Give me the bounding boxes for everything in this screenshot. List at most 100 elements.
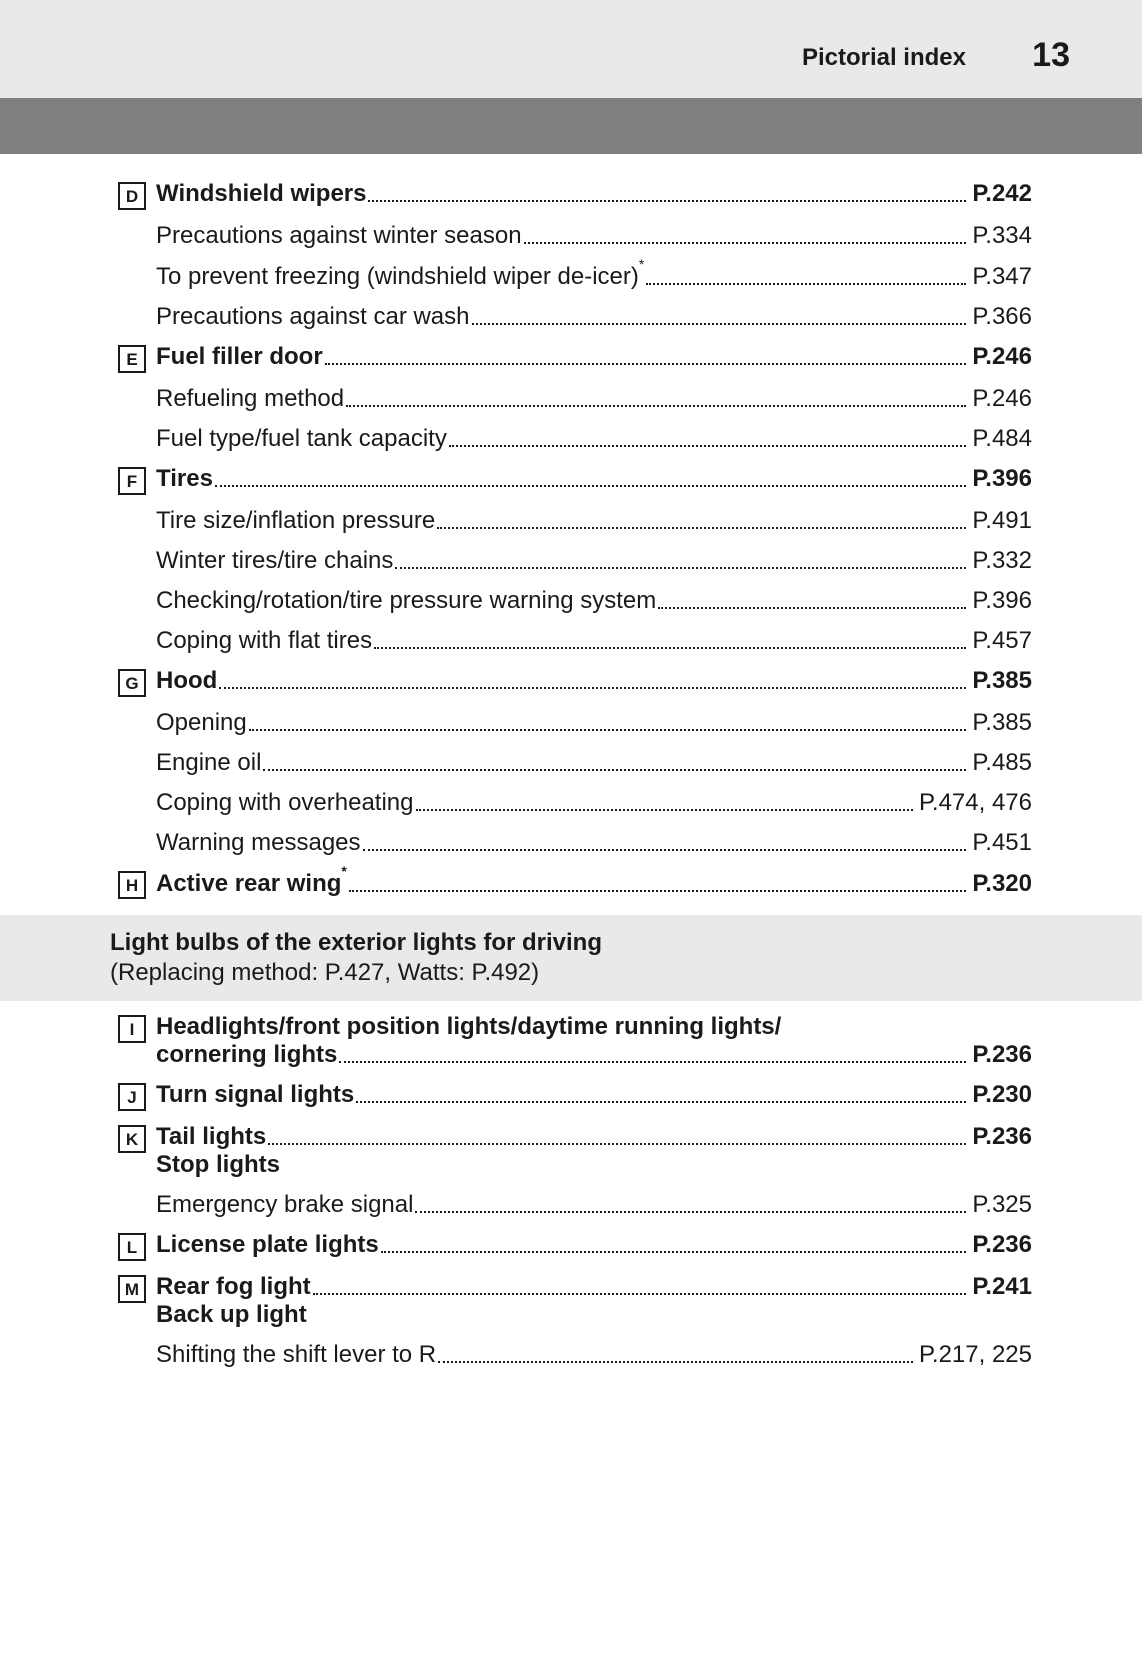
dot-leader xyxy=(374,647,966,649)
entry-right: License plate lightsP.236 xyxy=(156,1231,1032,1259)
marker-d: D xyxy=(118,182,146,210)
dot-leader xyxy=(368,200,966,202)
page-ref: P.230 xyxy=(968,1081,1032,1109)
dot-leader xyxy=(339,1061,966,1063)
marker-e: E xyxy=(118,345,146,373)
entry-label: Fuel filler door xyxy=(156,343,323,371)
entry-label: Engine oil xyxy=(156,749,261,777)
entry-right: Engine oil P.485 xyxy=(156,749,1032,777)
entry-label: Coping with overheating xyxy=(156,789,414,817)
index-entry: KTail lightsP.236Stop lights xyxy=(110,1123,1032,1179)
entry-label: Windshield wipers xyxy=(156,180,366,208)
dot-leader xyxy=(215,485,966,487)
header-page-number: 13 xyxy=(1032,36,1070,75)
entry-label: Winter tires/tire chains xyxy=(156,547,393,575)
dot-leader xyxy=(472,323,967,325)
marker-column: G xyxy=(110,667,156,697)
index-entry: Warning messages P.451 xyxy=(110,829,1032,857)
index-entry: Engine oil P.485 xyxy=(110,749,1032,777)
index-entry: Refueling methodP.246 xyxy=(110,385,1032,413)
entry-right: Refueling methodP.246 xyxy=(156,385,1032,413)
marker-i: I xyxy=(118,1015,146,1043)
marker-l: L xyxy=(118,1233,146,1261)
content-area: D Windshield wipers P.242 Precautions again… xyxy=(0,154,1142,1409)
dot-leader xyxy=(416,809,913,811)
entry-right: Checking/rotation/tire pressure warning … xyxy=(156,587,1032,615)
dot-leader xyxy=(268,1143,966,1145)
dot-leader xyxy=(449,445,967,447)
page-ref: P.347 xyxy=(968,263,1032,291)
page-ref: P.491 xyxy=(968,507,1032,535)
entry-label: Refueling method xyxy=(156,385,344,413)
dot-leader xyxy=(313,1293,967,1295)
dot-leader xyxy=(363,849,967,851)
entry-label: Warning messages xyxy=(156,829,361,857)
entry-label: Precautions against car wash xyxy=(156,303,470,331)
index-entry: Precautions against winter seasonP.334 xyxy=(110,222,1032,250)
marker-column: L xyxy=(110,1231,156,1261)
entry-right: Turn signal lightsP.230 xyxy=(156,1081,1032,1109)
entry-right: Warning messages P.451 xyxy=(156,829,1032,857)
footnote-marker: * xyxy=(639,256,644,272)
page-ref: P.325 xyxy=(968,1191,1032,1219)
page-ref: P.236 xyxy=(968,1231,1032,1259)
marker-column: D xyxy=(110,180,156,210)
entry-label: Fuel type/fuel tank capacity xyxy=(156,425,447,453)
index-entry: EFuel filler doorP.246 xyxy=(110,343,1032,373)
index-entry: Coping with flat tiresP.457 xyxy=(110,627,1032,655)
page-ref: P.385 xyxy=(968,709,1032,737)
page-ref: P.242 xyxy=(968,180,1032,208)
index-entry: MRear fog lightP.241Back up light xyxy=(110,1273,1032,1329)
dot-leader xyxy=(346,405,966,407)
entry-right: Headlights/front position lights/daytime… xyxy=(156,1013,1032,1069)
index-entry: J Turn signal lightsP.230 xyxy=(110,1081,1032,1111)
index-entry: Emergency brake signal P.325 xyxy=(110,1191,1032,1219)
page-ref: P.217, 225 xyxy=(915,1341,1032,1369)
page-ref: P.451 xyxy=(968,829,1032,857)
entry-label: Emergency brake signal xyxy=(156,1191,413,1219)
index-entry: HActive rear wing*P.320 xyxy=(110,869,1032,899)
page-ref: P.385 xyxy=(968,667,1032,695)
header-title: Pictorial index xyxy=(802,44,966,72)
dot-leader xyxy=(356,1101,966,1103)
entry-right: Windshield wipers P.242 xyxy=(156,180,1032,208)
entry-label: Tail lights xyxy=(156,1123,266,1151)
entry-right: Coping with overheatingP.474, 476 xyxy=(156,789,1032,817)
marker-j: J xyxy=(118,1083,146,1111)
page-ref: P.485 xyxy=(968,749,1032,777)
marker-column: J xyxy=(110,1081,156,1111)
index-entry: Checking/rotation/tire pressure warning … xyxy=(110,587,1032,615)
entry-right: HoodP.385 xyxy=(156,667,1032,695)
entry-right: Precautions against winter seasonP.334 xyxy=(156,222,1032,250)
page-ref: P.236 xyxy=(968,1123,1032,1151)
page-ref: P.457 xyxy=(968,627,1032,655)
dot-leader xyxy=(437,527,966,529)
page-ref: P.366 xyxy=(968,303,1032,331)
section-box: Light bulbs of the exterior lights for d… xyxy=(0,915,1142,1001)
index-entry: L License plate lightsP.236 xyxy=(110,1231,1032,1261)
entry-label: Tires xyxy=(156,465,213,493)
page-ref: P.241 xyxy=(968,1273,1032,1301)
entry-right: Precautions against car wash P.366 xyxy=(156,303,1032,331)
index-entry: Precautions against car wash P.366 xyxy=(110,303,1032,331)
entry-label: Headlights/front position lights/daytime… xyxy=(156,1013,781,1041)
entry-label: Active rear wing* xyxy=(156,869,347,898)
entry-right: Rear fog lightP.241Back up light xyxy=(156,1273,1032,1329)
entry-label: Tire size/inflation pressure xyxy=(156,507,435,535)
dot-leader xyxy=(381,1251,967,1253)
dot-leader xyxy=(249,729,967,731)
marker-column: H xyxy=(110,869,156,899)
entry-right: Winter tires/tire chainsP.332 xyxy=(156,547,1032,575)
index-entry: Fuel type/fuel tank capacity P.484 xyxy=(110,425,1032,453)
marker-column: F xyxy=(110,465,156,495)
header-graybar xyxy=(0,98,1142,154)
page-ref: P.484 xyxy=(968,425,1032,453)
index-entry: D Windshield wipers P.242 xyxy=(110,180,1032,210)
index-entry: I Headlights/front position lights/daytim… xyxy=(110,1013,1032,1069)
marker-column: M xyxy=(110,1273,156,1303)
dot-leader xyxy=(438,1361,913,1363)
entry-right: To prevent freezing (windshield wiper de… xyxy=(156,262,1032,291)
entry-right: Tail lightsP.236Stop lights xyxy=(156,1123,1032,1179)
page-ref: P.396 xyxy=(968,587,1032,615)
marker-g: G xyxy=(118,669,146,697)
